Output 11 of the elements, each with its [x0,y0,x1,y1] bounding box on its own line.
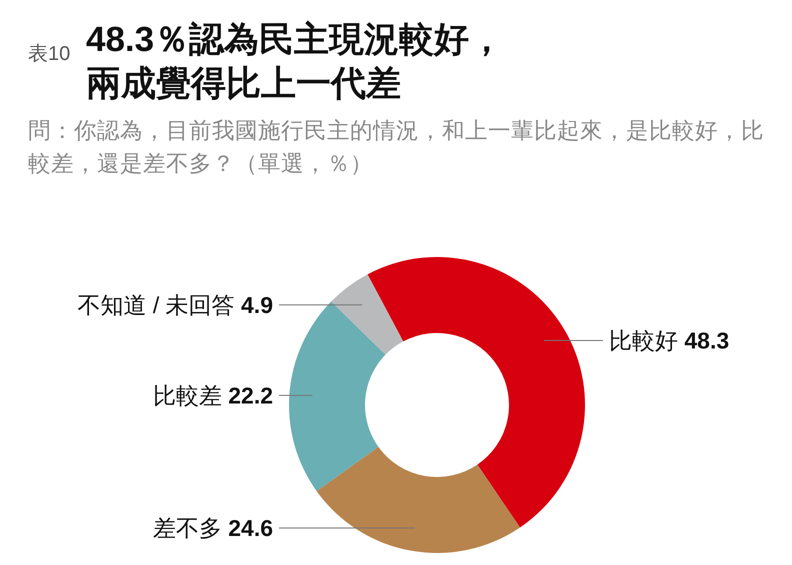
chart-subtitle: 問：你認為，目前我國施行民主的情況，和上一輩比起來，是比較好，比較差，還是差不多？（單選，％） [28,117,765,178]
data-label: 4.9 [241,292,273,318]
text: 表10 [28,42,70,67]
data-label: 24.6 [228,515,273,542]
slice-label: 差不多 [152,515,228,542]
data-label: 22.2 [228,382,273,408]
data-label: 48.3 [684,328,730,354]
slice-label: 比較差 [152,382,228,408]
chart-title: 48.3％認為民主現況較好，兩成覺得比上一代差 [86,19,506,105]
slice-label: 比較好 [609,328,684,354]
slice-label: 不知道 / 未回答 [77,292,242,318]
